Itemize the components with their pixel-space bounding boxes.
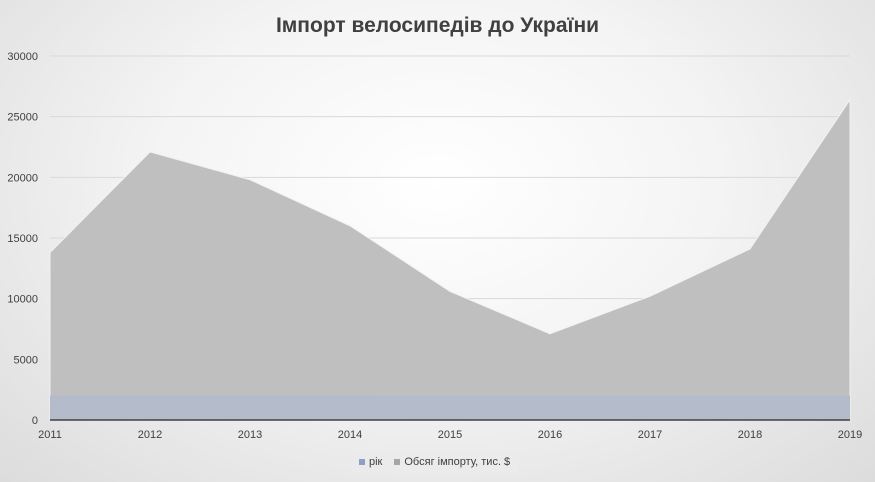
- chart-legend: рік Обсяг імпорту, тис. $: [351, 451, 519, 473]
- y-tick-label-10000: 10000: [7, 294, 38, 306]
- legend-label-import: Обсяг імпорту, тис. $: [404, 456, 511, 468]
- y-tick-label-15000: 15000: [7, 233, 38, 245]
- legend-swatch-year: [359, 459, 365, 465]
- x-tick-label-2014: 2014: [338, 429, 362, 441]
- x-tick-label-2013: 2013: [238, 429, 262, 441]
- y-tick-label-20000: 20000: [7, 172, 38, 184]
- legend-swatch-import: [394, 459, 401, 465]
- x-tick-label-2015: 2015: [438, 429, 462, 441]
- legend-item-year: рік: [359, 456, 382, 468]
- x-tick-label-2016: 2016: [538, 429, 562, 441]
- chart-title: Імпорт велосипедів до України: [275, 14, 600, 37]
- series-area-0: [50, 395, 850, 420]
- y-tick-label-25000: 25000: [7, 112, 38, 124]
- y-tick-label-30000: 30000: [7, 51, 38, 63]
- x-tick-label-2012: 2012: [138, 429, 162, 441]
- x-tick-label-2011: 2011: [38, 429, 62, 441]
- x-tick-label-2018: 2018: [738, 429, 762, 441]
- x-tick-label-2019: 2019: [838, 429, 862, 441]
- y-tick-label-0: 0: [32, 415, 38, 427]
- legend-label-year: рік: [369, 456, 383, 468]
- y-tick-label-5000: 5000: [14, 354, 38, 366]
- legend-item-import: Обсяг імпорту, тис. $: [394, 456, 510, 468]
- series-area-1: [49, 98, 851, 421]
- x-tick-label-2017: 2017: [638, 429, 662, 441]
